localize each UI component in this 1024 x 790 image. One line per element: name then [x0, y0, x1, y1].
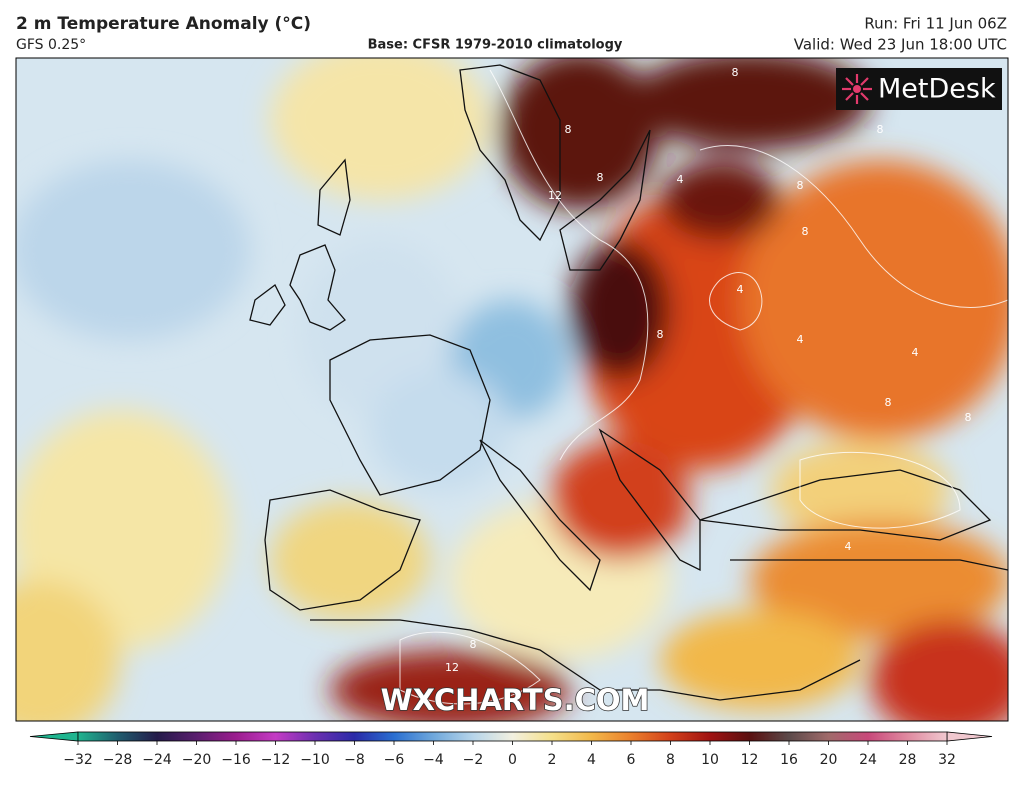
colorbar: −32 −28 −24 −20 −16 −12 −10 −8 −6 −4 −2 0 2 4 6 8 10 12 16…: [29, 731, 993, 768]
colorbar-tick-label: 10: [701, 752, 719, 768]
logo: MetDesk: [878, 74, 996, 105]
colorbar-body: [77, 731, 948, 742]
contour-label: 4: [845, 540, 852, 553]
model: GFS 0.25°: [16, 37, 86, 53]
contour-label: 8: [470, 638, 477, 651]
contour-label: 8: [797, 179, 804, 192]
colorbar-tick-label: −6: [384, 752, 405, 768]
colorbar-tick-label: 24: [859, 752, 877, 768]
colorbar-tick-label: −12: [261, 752, 291, 768]
colorbar-tick-label: −16: [221, 752, 251, 768]
contour-label: 12: [548, 189, 562, 202]
watermark: WXCHARTS.COM: [381, 683, 650, 717]
colorbar-tick-label: −10: [300, 752, 330, 768]
contours: [399, 69, 1008, 705]
contour-label: 12: [445, 661, 459, 674]
map-frame: [15, 57, 1009, 722]
contour-label: 8: [877, 123, 884, 136]
coastlines: [249, 64, 1008, 701]
colorbar-left-arrow: [29, 731, 79, 742]
colorbar-tick-label: 20: [820, 752, 838, 768]
contour-label: 8: [732, 66, 739, 79]
contour-label: 4: [737, 283, 744, 296]
colorbar-tick-label: 28: [899, 752, 917, 768]
valid: Valid: Wed 23 Jun 18:00 UTC: [794, 36, 1007, 54]
colorbar-tick-label: 4: [587, 752, 596, 768]
logo-icon: [842, 74, 872, 104]
colorbar-tick-label: 12: [741, 752, 759, 768]
contour-label: 8: [965, 411, 972, 424]
base: Base: CFSR 1979-2010 climatology: [368, 38, 623, 53]
colorbar-tick-label: 8: [666, 752, 675, 768]
colorbar-tick-label: 32: [938, 752, 956, 768]
colorbar-tick-label: 0: [508, 752, 517, 768]
contour-labels: 8 8 12 8 4 8 8 8 4 4 8 8 4 4 12 8 8: [445, 66, 972, 674]
colorbar-tick-label: −28: [103, 752, 133, 768]
colorbar-tick-label: 2: [548, 752, 557, 768]
contour-label: 4: [912, 346, 919, 359]
contour-label: 8: [597, 171, 604, 184]
contour-label: 4: [677, 173, 684, 186]
run: Run: Fri 11 Jun 06Z: [864, 15, 1007, 33]
contour-label: 8: [885, 396, 892, 409]
contour-label: 8: [802, 225, 809, 238]
colorbar-right-arrow: [946, 731, 993, 742]
map: 8 8 12 8 4 8 8 8 4 4 8 8 4 4 12 8 8 MetDesk WXCHARTS.COM: [16, 58, 1008, 721]
contour-label: 8: [565, 123, 572, 136]
colorbar-tick-label: −4: [423, 752, 444, 768]
colorbar-tick-label: −24: [142, 752, 172, 768]
colorbar-tick-label: −2: [463, 752, 484, 768]
contour-label: 4: [797, 333, 804, 346]
contour-label: 8: [657, 328, 664, 341]
title: 2 m Temperature Anomaly (°C): [16, 14, 311, 34]
colorbar-tick-label: 6: [627, 752, 636, 768]
colorbar-tick-label: −20: [182, 752, 212, 768]
colorbar-tick-label: −32: [63, 752, 93, 768]
colorbar-tick-label: 16: [780, 752, 798, 768]
colorbar-tick-label: −8: [344, 752, 365, 768]
